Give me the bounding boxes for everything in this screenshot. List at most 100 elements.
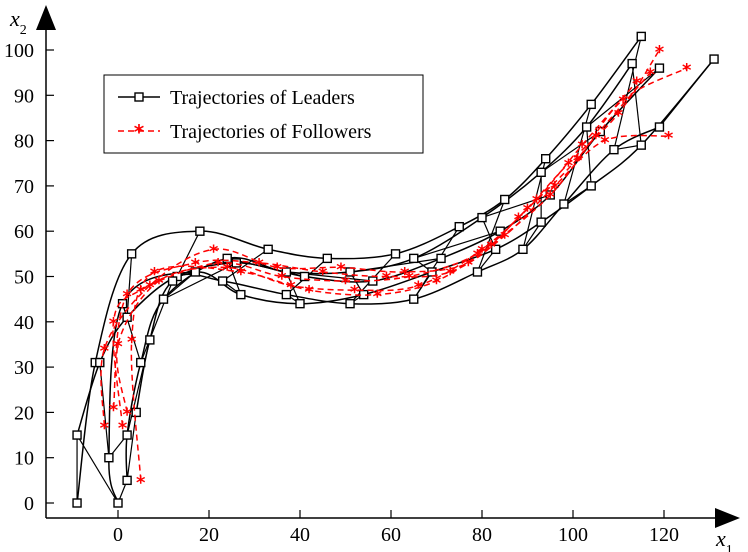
follower-marker: * — [209, 241, 219, 262]
follower-marker: * — [532, 191, 542, 212]
follower-marker: * — [222, 259, 232, 280]
leader-formation-link — [222, 248, 269, 282]
leader-marker — [167, 276, 178, 286]
follower-marker: * — [113, 336, 123, 357]
leader-formation-link — [126, 253, 133, 318]
leader-marker — [536, 167, 546, 178]
follower-marker: * — [100, 341, 110, 362]
leader-marker — [72, 498, 82, 508]
follower-marker: * — [341, 273, 351, 294]
leader-formation-link — [126, 412, 137, 481]
y-tick-label: 90 — [14, 85, 34, 107]
leader-marker — [281, 267, 292, 277]
follower-marker: * — [600, 133, 610, 154]
leader-marker — [263, 244, 273, 255]
follower-marker: * — [477, 241, 487, 262]
follower-marker: * — [445, 264, 455, 285]
leader-marker — [536, 217, 546, 227]
follower-marker: * — [373, 287, 383, 308]
leader-formation-link — [631, 63, 642, 146]
follower-marker: * — [546, 187, 556, 208]
leader-marker — [654, 63, 665, 73]
leader-formation-link — [163, 262, 237, 300]
y-ticks: 0 10 20 30 40 50 60 70 80 90 100 — [4, 40, 54, 515]
follower-marker: * — [646, 65, 656, 86]
follower-marker: * — [150, 264, 160, 285]
y-tick-label: 40 — [14, 312, 34, 334]
leader-marker — [122, 430, 132, 440]
follower-marker: * — [122, 404, 132, 425]
leader-marker — [158, 294, 169, 304]
x-axis-arrowhead — [715, 508, 740, 528]
leader-marker — [122, 475, 132, 486]
leader-marker — [472, 267, 483, 277]
leader-marker — [636, 140, 646, 150]
y-tick-label: 60 — [14, 221, 34, 243]
leader-trajectory-line — [76, 35, 642, 504]
y-tick-label: 80 — [14, 131, 34, 153]
leader-formation-link — [613, 36, 642, 150]
leader-formation-link — [586, 126, 592, 186]
leader-marker — [95, 357, 105, 368]
y-tick-label: 20 — [14, 402, 34, 424]
leader-marker — [217, 276, 228, 286]
follower-marker: * — [432, 273, 442, 294]
leader-marker — [500, 194, 510, 205]
follower-marker: * — [564, 155, 574, 176]
follower-marker: * — [618, 92, 628, 113]
leader-marker — [559, 199, 569, 209]
leader-marker — [409, 294, 419, 304]
follower-marker: * — [109, 400, 119, 421]
x-tick-label: 40 — [290, 524, 310, 546]
legend-leaders-label: Trajectories of Leaders — [170, 87, 355, 109]
leader-marker — [627, 58, 637, 69]
follower-marker: * — [118, 418, 128, 439]
leader-marker — [454, 221, 464, 232]
follower-marker: * — [127, 332, 137, 353]
follower-marker: * — [254, 255, 264, 276]
follower-trajectory-line — [116, 81, 638, 413]
y-tick-label: 10 — [14, 448, 34, 470]
follower-marker: * — [573, 151, 583, 172]
leader-marker — [299, 271, 310, 282]
follower-marker: * — [100, 418, 110, 439]
leader-marker — [295, 298, 305, 309]
legend-entry-followers: * Trajectories of Followers — [118, 120, 372, 144]
leader-marker — [581, 122, 592, 132]
follower-marker: * — [273, 259, 283, 280]
follower-marker: * — [500, 228, 510, 249]
leader-marker — [322, 253, 332, 264]
follower-marker: * — [655, 42, 665, 63]
leader-marker — [231, 258, 242, 268]
leader-marker — [409, 253, 419, 264]
leader-marker — [131, 407, 141, 418]
follower-marker: * — [213, 255, 223, 276]
follower-marker: * — [236, 264, 246, 285]
leader-marker — [136, 357, 146, 368]
leader-formation-link — [176, 230, 201, 277]
y-tick-label: 100 — [4, 40, 34, 62]
leader-formation-link — [658, 58, 715, 128]
follower-marker: * — [136, 472, 146, 493]
follower-marker: * — [514, 210, 524, 231]
leader-marker — [104, 453, 114, 463]
x-tick-label: 80 — [472, 524, 492, 546]
legend-followers-label: Trajectories of Followers — [170, 121, 372, 143]
follower-trajectory-line — [100, 49, 661, 427]
follower-trajectories: ***** * * ********** * *********** * ******** **… — [100, 42, 692, 493]
follower-marker: * — [277, 269, 287, 290]
x-ticks: 0 20 40 60 80 100 120 — [113, 510, 679, 546]
leader-marker — [586, 181, 596, 191]
follower-marker: * — [318, 264, 328, 285]
follower-trajectory-line — [112, 134, 669, 408]
y-axis-label: x2 — [9, 6, 27, 38]
leader-trajectories — [72, 31, 719, 508]
follower-marker: * — [304, 282, 314, 303]
leader-marker — [654, 122, 665, 132]
follower-marker: * — [350, 282, 360, 303]
leader-marker — [586, 99, 596, 110]
legend-box — [103, 74, 424, 154]
follower-trajectory-line — [112, 67, 688, 427]
leader-marker — [541, 154, 551, 164]
